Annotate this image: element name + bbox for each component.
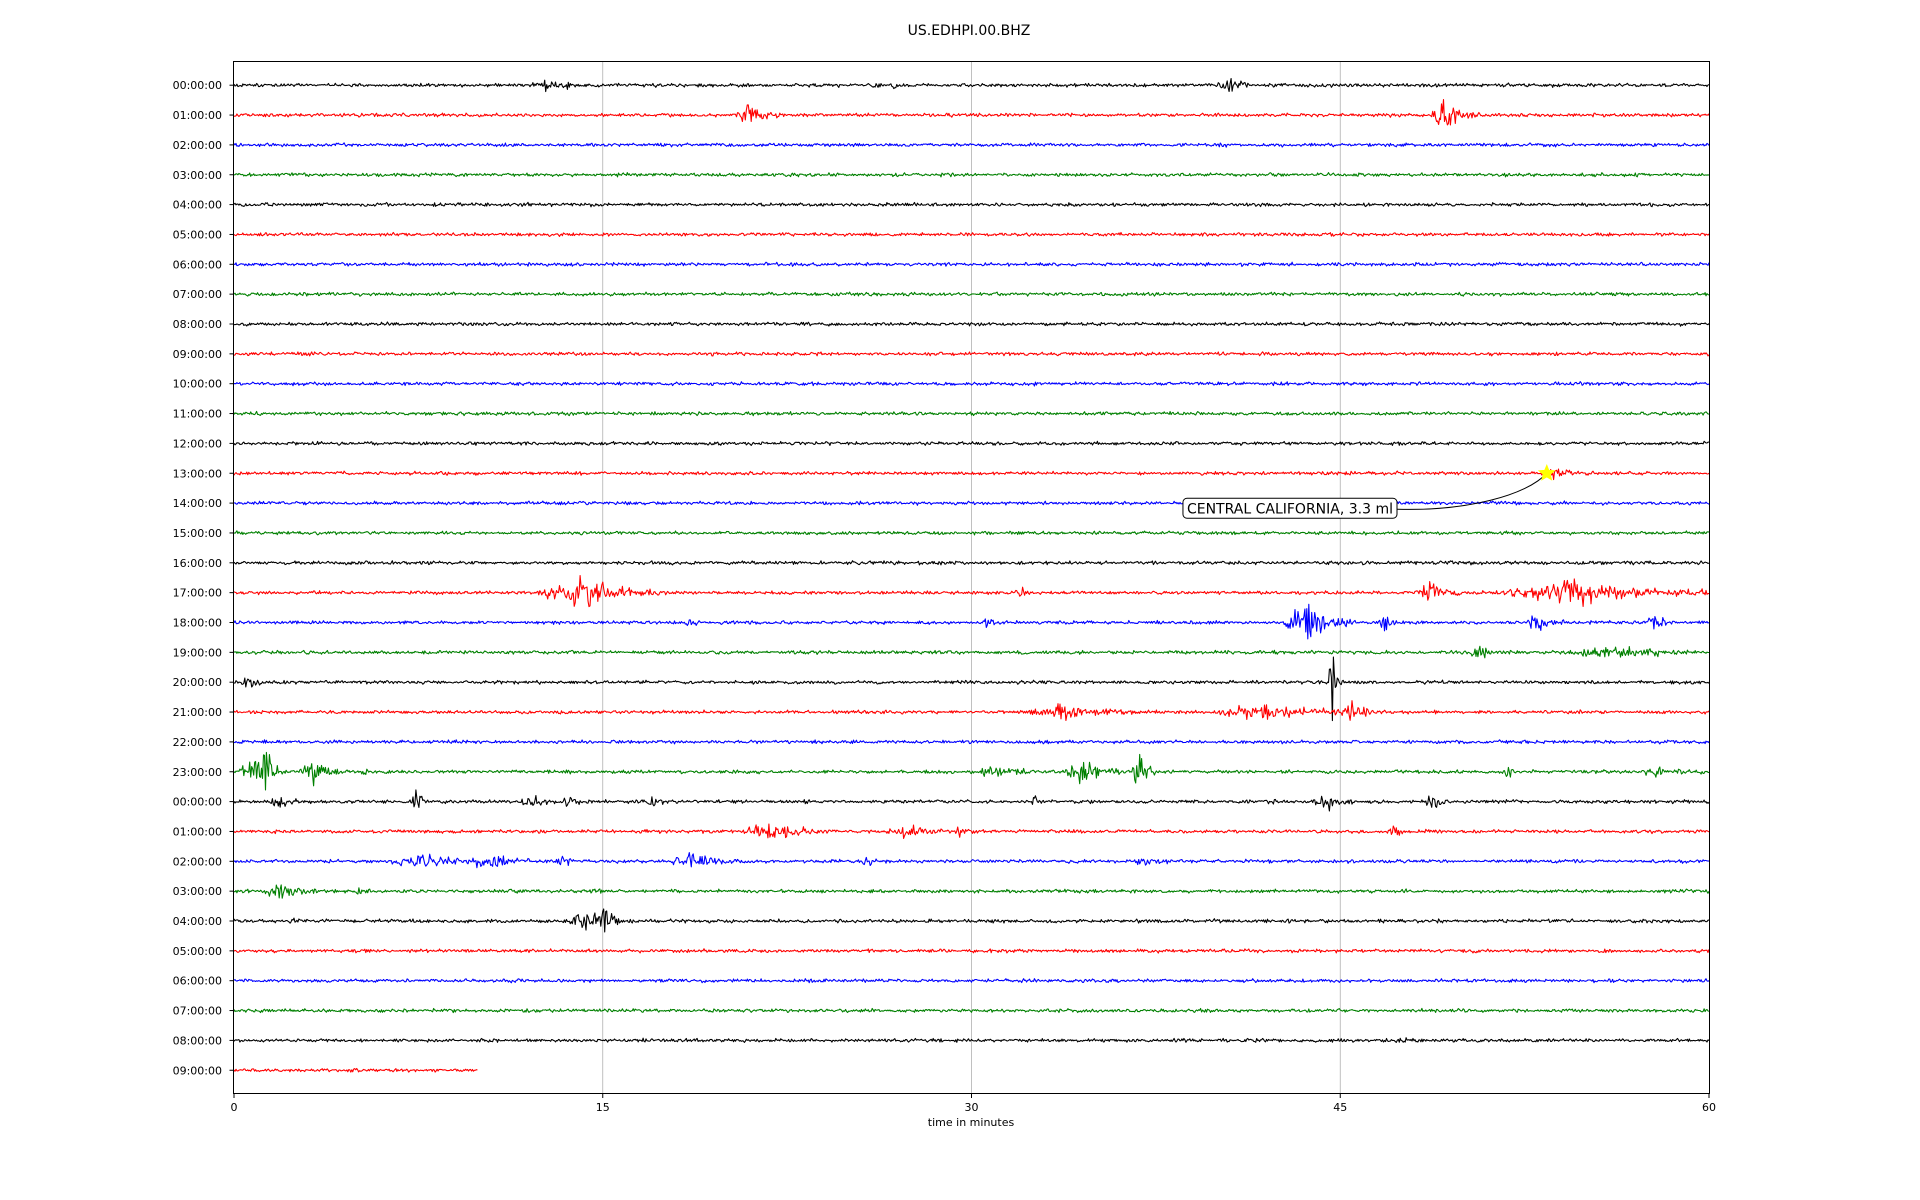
trace-line-9 — [233, 351, 1710, 357]
y-tick-label: 06:00:00 — [173, 258, 222, 271]
seismic-traces — [233, 77, 1710, 1073]
event-annotation-box — [1182, 497, 1398, 519]
trace-line-22 — [233, 739, 1710, 745]
y-tick-label: 13:00:00 — [173, 467, 222, 480]
event-annotation: CENTRAL CALIFORNIA, 3.3 ml — [1182, 463, 1556, 519]
trace-line-32 — [233, 1037, 1710, 1043]
trace-line-31 — [233, 1007, 1710, 1014]
star-icon — [1537, 463, 1556, 481]
trace-line-11 — [233, 410, 1710, 417]
y-tick-label: 03:00:00 — [173, 885, 222, 898]
y-tick-label: 01:00:00 — [173, 825, 222, 838]
y-tick-label: 18:00:00 — [173, 617, 222, 630]
y-tick-label: 11:00:00 — [173, 408, 222, 421]
x-axis-label: time in minutes — [928, 1116, 1015, 1129]
y-tick-label: 04:00:00 — [173, 199, 222, 212]
trace-line-6 — [233, 261, 1710, 268]
chart-title: US.EDHPI.00.BHZ — [908, 23, 1031, 39]
trace-line-3 — [233, 172, 1710, 178]
trace-line-4 — [233, 201, 1710, 208]
trace-line-12 — [233, 440, 1710, 446]
trace-line-16 — [233, 560, 1710, 566]
y-tick-label: 23:00:00 — [173, 766, 222, 779]
y-tick-label: 07:00:00 — [173, 1005, 222, 1018]
x-tick-label: 45 — [1333, 1101, 1347, 1114]
y-tick-label: 20:00:00 — [173, 676, 222, 689]
y-tick-label: 22:00:00 — [173, 736, 222, 749]
y-tick-label: 15:00:00 — [173, 527, 222, 540]
trace-line-17 — [233, 574, 1709, 608]
y-tick-label: 00:00:00 — [173, 796, 222, 809]
y-tick-label: 07:00:00 — [173, 288, 222, 301]
trace-line-27 — [233, 884, 1710, 899]
trace-line-21 — [233, 700, 1710, 722]
y-tick-label: 03:00:00 — [173, 169, 222, 182]
trace-line-5 — [233, 231, 1710, 237]
trace-line-8 — [233, 321, 1710, 327]
y-tick-label: 02:00:00 — [173, 139, 222, 152]
trace-line-15 — [233, 530, 1710, 536]
trace-line-13 — [233, 468, 1710, 481]
x-tick-label: 60 — [1702, 1101, 1716, 1114]
row-time-labels: 00:00:00 01:00:00 02:00:00 03:00:00 04:00:00… — [173, 79, 234, 1077]
x-axis: 0 15 30 45 60 — [231, 1093, 1716, 1114]
trace-line-30 — [233, 978, 1710, 984]
y-tick-label: 08:00:00 — [173, 318, 222, 331]
trace-line-7 — [233, 291, 1710, 297]
y-tick-label: 02:00:00 — [173, 855, 222, 868]
y-tick-label: 17:00:00 — [173, 587, 222, 600]
y-tick-label: 14:00:00 — [173, 497, 222, 510]
trace-line-2 — [233, 142, 1710, 148]
trace-line-18 — [233, 603, 1710, 640]
y-tick-label: 06:00:00 — [173, 975, 222, 988]
event-annotation-connector — [1396, 472, 1548, 510]
trace-line-10 — [233, 381, 1710, 387]
trace-line-24 — [233, 789, 1710, 812]
trace-line-14 — [233, 500, 1710, 506]
event-annotation-label: CENTRAL CALIFORNIA, 3.3 ml — [1187, 501, 1393, 517]
trace-line-26 — [233, 852, 1710, 869]
y-tick-label: 01:00:00 — [173, 109, 222, 122]
trace-line-28 — [233, 908, 1710, 933]
trace-line-1 — [234, 99, 1710, 126]
trace-line-23 — [233, 751, 1709, 791]
trace-line-29 — [233, 948, 1710, 954]
trace-line-20 — [233, 656, 1710, 722]
y-tick-label: 05:00:00 — [173, 228, 222, 241]
trace-line-33 — [233, 1067, 478, 1073]
y-tick-label: 21:00:00 — [173, 706, 222, 719]
y-tick-label: 12:00:00 — [173, 437, 222, 450]
y-tick-label: 08:00:00 — [173, 1034, 222, 1047]
x-tick-label: 15 — [596, 1101, 610, 1114]
y-tick-label: 00:00:00 — [173, 79, 222, 92]
x-tick-label: 0 — [231, 1101, 238, 1114]
trace-line-19 — [233, 645, 1709, 659]
trace-line-25 — [233, 823, 1710, 840]
y-tick-label: 16:00:00 — [173, 557, 222, 570]
y-tick-label: 04:00:00 — [173, 915, 222, 928]
y-tick-label: 09:00:00 — [173, 348, 222, 361]
y-tick-label: 05:00:00 — [173, 945, 222, 958]
y-tick-label: 19:00:00 — [173, 646, 222, 659]
x-tick-label: 30 — [965, 1101, 979, 1114]
y-tick-label: 10:00:00 — [173, 378, 222, 391]
plot-frame — [233, 61, 1710, 1094]
trace-line-0 — [233, 77, 1710, 93]
y-tick-label: 09:00:00 — [173, 1064, 222, 1077]
